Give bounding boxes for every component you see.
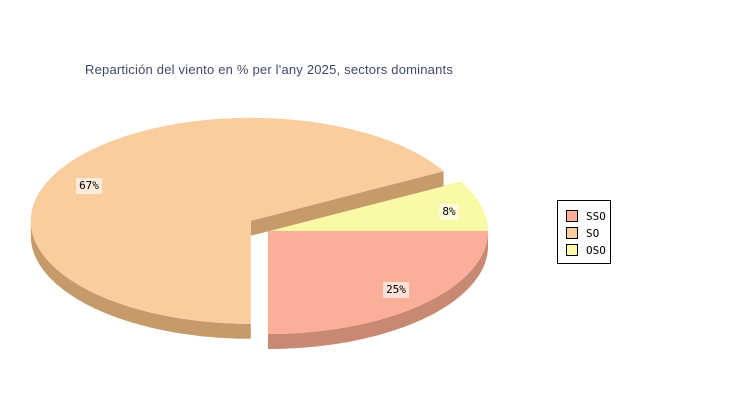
pie-slice-SO (30, 117, 444, 324)
pie-slice-side-SSO (268, 231, 488, 349)
slice-label-SSO: 25% (383, 282, 409, 298)
pie-slice-side-SO (30, 220, 251, 339)
legend-swatch-OSO (566, 244, 578, 256)
legend-item-SO: SO (566, 227, 610, 239)
pie-slice-OSO (268, 181, 488, 231)
legend-label-OSO: OSO (586, 243, 606, 257)
slice-label-OSO: 8% (439, 204, 459, 220)
pie-slice-cut-SO (250, 171, 444, 236)
legend-item-SSO: SSO (566, 210, 610, 222)
legend-swatch-SSO (566, 210, 578, 222)
legend-swatch-SO (566, 227, 578, 239)
legend-item-OSO: OSO (566, 244, 610, 256)
legend: SSO SO OSO (557, 200, 611, 264)
slice-label-SO: 67% (76, 178, 102, 194)
legend-label-SSO: SSO (586, 209, 606, 223)
chart-title: Repartición del viento en % per l'any 20… (85, 62, 454, 77)
pie-slice-SSO (268, 231, 488, 334)
legend-label-SO: SO (586, 226, 600, 240)
